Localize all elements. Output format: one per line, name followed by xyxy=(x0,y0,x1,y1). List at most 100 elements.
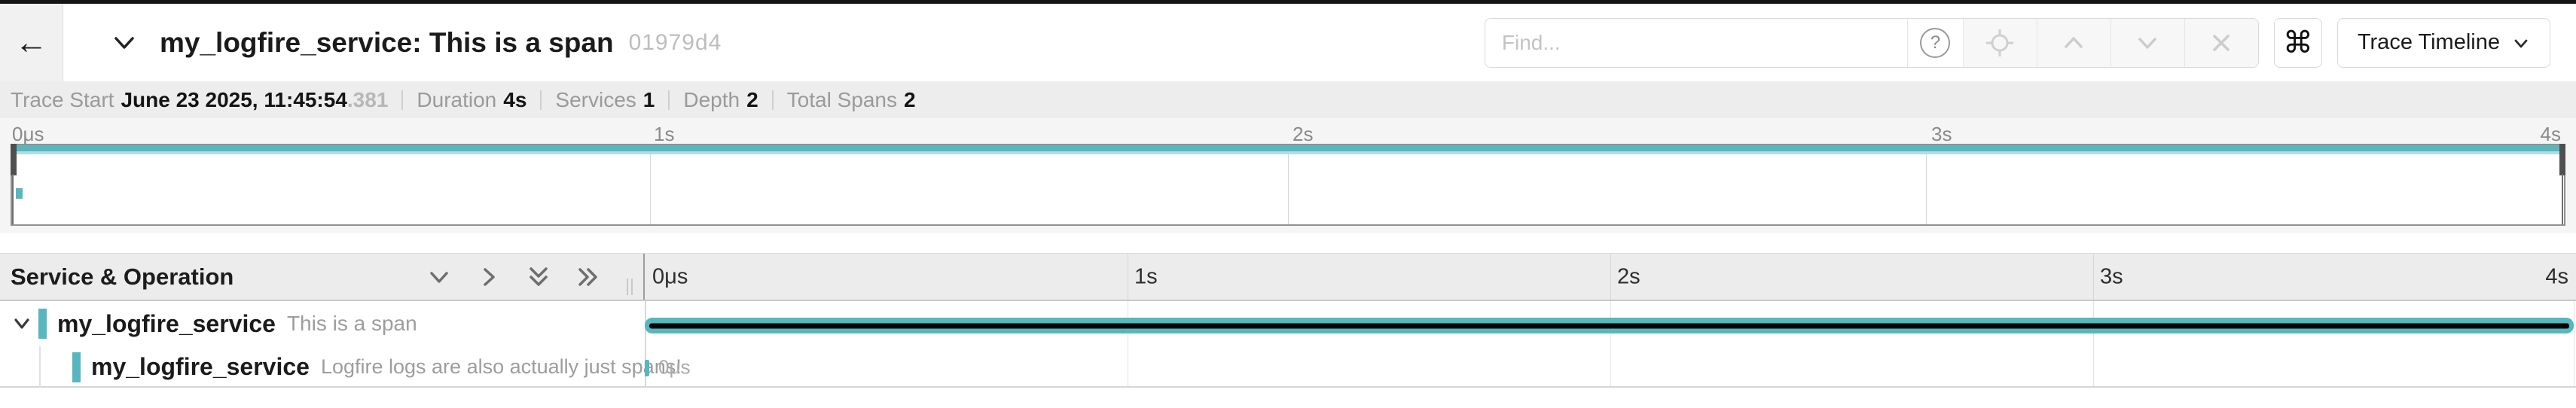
right-scrubber-line xyxy=(2562,174,2563,224)
span-row-root[interactable]: my_logfire_service This is a span xyxy=(0,301,2576,346)
timeline-column-header: 0μs 1s 2s 3s 4s xyxy=(645,254,2576,300)
timeline-tick-4s: 4s xyxy=(2545,264,2568,288)
left-scrubber-handle[interactable] xyxy=(11,144,17,175)
page-title: my_logfire_service: This is a span xyxy=(160,26,614,58)
back-arrow-icon: ← xyxy=(14,23,48,61)
minimap-tick-3s: 3s xyxy=(1931,123,1952,145)
span-row-root-timeline-cell[interactable] xyxy=(645,301,2576,346)
root-span-bar[interactable] xyxy=(645,318,2574,333)
keyboard-shortcuts-button[interactable]: ⌘ xyxy=(2273,17,2322,68)
duration-value: 4s xyxy=(503,87,527,111)
service-name: my_logfire_service xyxy=(57,309,276,337)
span-row-child-timeline-cell[interactable]: 0μs xyxy=(645,346,2576,388)
span-row-child[interactable]: my_logfire_service Logfire logs are also… xyxy=(0,346,2576,388)
left-scrubber-line xyxy=(12,174,14,224)
trace-start-label: Trace Start xyxy=(11,87,114,111)
span-row-root-label-cell: my_logfire_service This is a span xyxy=(0,301,645,346)
span-duration-label: 0μs xyxy=(658,355,691,378)
service-name: my_logfire_service xyxy=(91,353,310,380)
trace-start-fraction: .381 xyxy=(346,87,389,111)
minimap-gridline xyxy=(1288,145,1289,224)
span-table-header: Service & Operation 0μs 1s 2s 3s 4s xyxy=(0,253,2576,301)
minimap-gridline xyxy=(650,145,651,224)
find-help-button[interactable]: ? xyxy=(1906,18,1963,67)
prev-match-button[interactable] xyxy=(2036,18,2111,67)
service-color-bar xyxy=(72,352,81,382)
trace-view-selector[interactable]: Trace Timeline xyxy=(2336,17,2550,68)
clear-find-button[interactable] xyxy=(2184,18,2258,67)
help-icon: ? xyxy=(1920,27,1951,58)
tree-guide-line xyxy=(39,346,41,388)
span-rows: my_logfire_service This is a span my_log… xyxy=(0,301,2576,388)
window-top-edge xyxy=(0,0,2576,4)
timeline-tick-0us: 0μs xyxy=(652,264,688,288)
critical-path-stripe xyxy=(649,323,2569,328)
operation-name: This is a span xyxy=(286,312,417,335)
timeline-tick-1s: 1s xyxy=(1134,264,1158,288)
collapse-all-icon[interactable] xyxy=(526,264,551,290)
focus-match-button[interactable] xyxy=(1962,18,2037,67)
timeline-gridline xyxy=(2093,301,2094,386)
child-span-bar[interactable] xyxy=(645,360,649,376)
collapse-children-button[interactable] xyxy=(11,312,33,335)
service-operation-title: Service & Operation xyxy=(11,263,234,290)
minimap-tick-1s: 1s xyxy=(654,123,675,145)
minimap-tick-4s: 4s xyxy=(2540,123,2561,145)
command-icon: ⌘ xyxy=(2282,26,2313,59)
services-label: Services xyxy=(555,87,636,111)
total-spans-label: Total Spans xyxy=(786,87,897,111)
trace-header: ← my_logfire_service: This is a span 019… xyxy=(0,4,2576,81)
chevron-down-icon xyxy=(2138,37,2157,49)
collapse-trace-header-button[interactable] xyxy=(110,29,139,57)
span-row-child-label-cell: my_logfire_service Logfire logs are also… xyxy=(0,346,682,388)
right-scrubber-handle[interactable] xyxy=(2559,144,2565,175)
locate-icon xyxy=(1986,29,2014,56)
service-color-bar xyxy=(38,309,47,339)
timeline-grid xyxy=(645,301,2576,386)
operation-name: Logfire logs are also actually just span… xyxy=(320,355,682,378)
summary-divider xyxy=(668,90,670,110)
summary-divider xyxy=(771,90,774,110)
services-value: 1 xyxy=(642,87,655,111)
minimap-viewport[interactable] xyxy=(11,144,2565,226)
expand-one-icon[interactable] xyxy=(476,264,502,290)
expand-collapse-controls xyxy=(426,264,601,290)
trace-start-value: June 23 2025, 11:45:54.381 xyxy=(121,87,389,111)
timeline-tick-3s: 3s xyxy=(2100,264,2123,288)
back-button[interactable]: ← xyxy=(0,4,63,81)
next-match-button[interactable] xyxy=(2110,18,2184,67)
trace-overview-minimap: 0μs 1s 2s 3s 4s xyxy=(0,118,2576,233)
trace-view-selector-label: Trace Timeline xyxy=(2357,30,2500,54)
duration-label: Duration xyxy=(417,87,497,111)
depth-value: 2 xyxy=(746,87,758,111)
timeline-gridline xyxy=(1610,301,1611,386)
depth-label: Depth xyxy=(683,87,740,111)
find-input[interactable] xyxy=(1485,18,1907,67)
find-toolbar: ? xyxy=(1484,17,2259,68)
column-resize-grip[interactable] xyxy=(627,279,633,295)
close-icon xyxy=(2213,34,2230,51)
trace-id-badge: 01979d4 xyxy=(628,29,722,55)
empty-area-below-rows xyxy=(0,389,2576,408)
chevron-down-icon xyxy=(114,36,134,49)
minimap-child-span-bar xyxy=(16,188,23,199)
total-spans-value: 2 xyxy=(903,87,916,111)
chevron-up-icon xyxy=(2065,36,2083,48)
chevron-down-icon xyxy=(2514,39,2528,47)
summary-divider xyxy=(401,90,404,110)
chevron-down-icon xyxy=(14,318,29,329)
minimap-tick-2s: 2s xyxy=(1293,123,1314,145)
minimap-gridline xyxy=(1926,145,1927,224)
timeline-header-gridline xyxy=(1610,254,1611,300)
summary-divider xyxy=(540,90,542,110)
timeline-header-gridline xyxy=(2093,254,2094,300)
timeline-tick-2s: 2s xyxy=(1617,264,1641,288)
timeline-gridline xyxy=(645,301,646,386)
minimap-root-span-bar xyxy=(12,145,2564,154)
expand-all-icon[interactable] xyxy=(575,264,601,290)
trace-summary-bar: Trace Start June 23 2025, 11:45:54.381 D… xyxy=(0,81,2576,118)
minimap-tick-0us: 0μs xyxy=(12,123,44,145)
service-operation-column-header: Service & Operation xyxy=(0,254,645,300)
collapse-one-icon[interactable] xyxy=(426,264,452,290)
